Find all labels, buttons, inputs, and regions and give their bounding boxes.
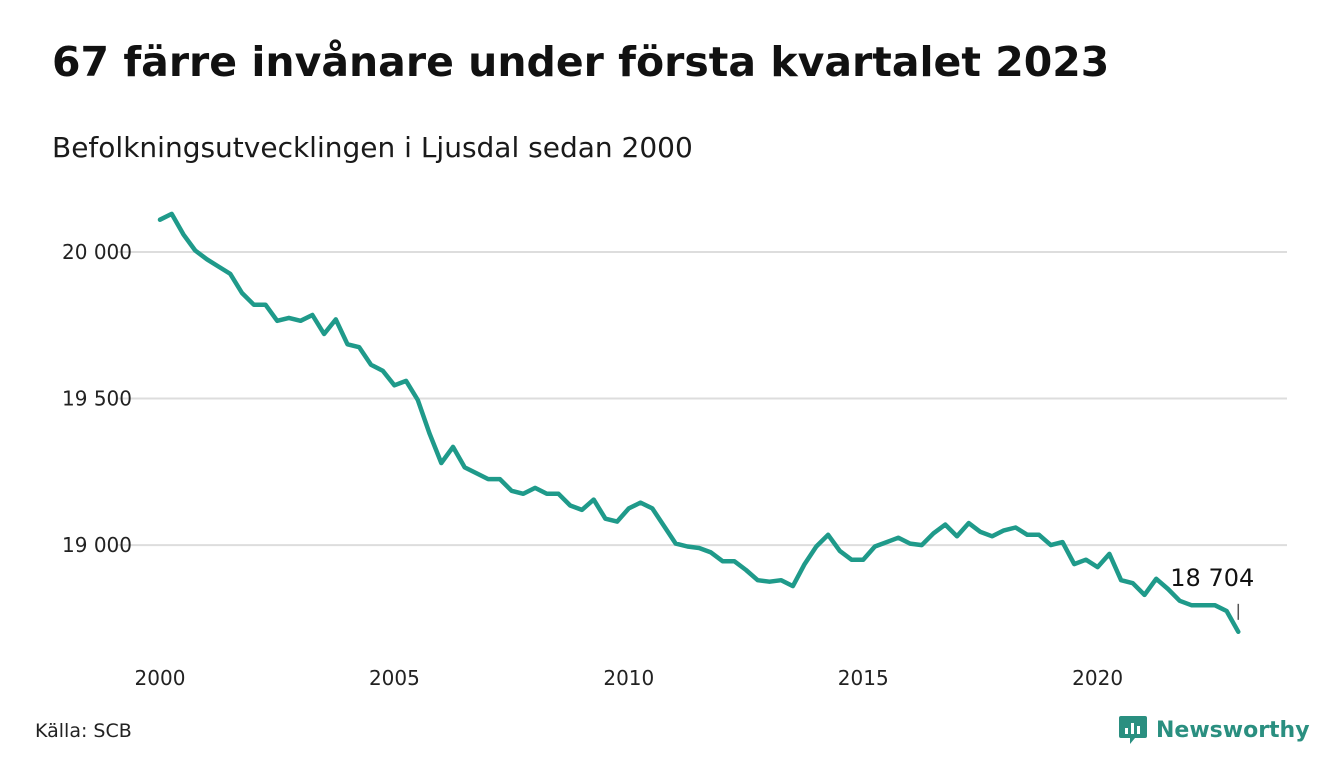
y-tick-label: 19 000 bbox=[62, 533, 132, 557]
x-tick-label: 2015 bbox=[838, 666, 889, 690]
x-tick-label: 2005 bbox=[369, 666, 420, 690]
end-value-label: 18 704 bbox=[1170, 564, 1254, 592]
source-note: Källa: SCB bbox=[35, 720, 132, 742]
newsworthy-logo: Newsworthy bbox=[1118, 714, 1310, 746]
x-tick-label: 2020 bbox=[1072, 666, 1123, 690]
chart-subtitle: Befolkningsutvecklingen i Ljusdal sedan … bbox=[52, 131, 693, 164]
population-line bbox=[157, 211, 1241, 635]
x-axis: 2000 2005 2010 2015 2020 bbox=[135, 666, 1124, 690]
grid-lines bbox=[118, 250, 1287, 547]
chart-title: 67 färre invånare under första kvartalet… bbox=[52, 38, 1110, 86]
newsworthy-logo-icon bbox=[1119, 716, 1147, 744]
brand-name: Newsworthy bbox=[1156, 717, 1310, 743]
y-tick-label: 19 500 bbox=[62, 387, 132, 411]
x-tick-label: 2010 bbox=[603, 666, 654, 690]
x-tick-label: 2000 bbox=[135, 666, 186, 690]
y-axis: 19 000 19 500 20 000 bbox=[62, 240, 132, 557]
y-tick-label: 20 000 bbox=[62, 240, 132, 264]
